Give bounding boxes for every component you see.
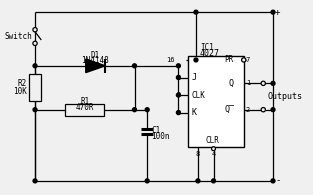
Circle shape — [177, 93, 180, 97]
Bar — [65, 104, 104, 116]
Text: 6: 6 — [176, 74, 180, 81]
Circle shape — [133, 108, 136, 112]
Text: +: + — [275, 8, 280, 17]
Circle shape — [145, 108, 149, 112]
Text: C1: C1 — [151, 126, 160, 135]
Text: 470R: 470R — [75, 103, 94, 112]
Text: Q: Q — [228, 79, 233, 88]
Text: K: K — [191, 108, 196, 117]
Circle shape — [145, 179, 149, 183]
Text: 7: 7 — [246, 57, 250, 63]
Text: 4: 4 — [212, 151, 216, 157]
Circle shape — [33, 179, 37, 183]
Text: J: J — [191, 73, 196, 82]
Text: 4027: 4027 — [200, 49, 220, 58]
Circle shape — [194, 58, 198, 62]
Text: 10K: 10K — [13, 87, 27, 96]
Text: -: - — [275, 176, 280, 185]
Text: IC1: IC1 — [200, 43, 214, 52]
Text: Switch: Switch — [4, 32, 32, 41]
Text: R2: R2 — [18, 79, 27, 88]
Circle shape — [177, 111, 180, 115]
Text: 1N4148: 1N4148 — [82, 56, 109, 66]
Circle shape — [261, 108, 265, 112]
Text: 5: 5 — [176, 110, 180, 116]
Text: CLK: CLK — [191, 90, 205, 100]
Circle shape — [33, 108, 37, 112]
Text: Outputs: Outputs — [267, 92, 302, 101]
Text: R1: R1 — [80, 97, 90, 106]
Circle shape — [196, 179, 200, 183]
Text: PR: PR — [224, 55, 233, 65]
Circle shape — [33, 64, 37, 68]
Circle shape — [271, 108, 275, 112]
Text: CLR: CLR — [206, 136, 220, 145]
Circle shape — [212, 179, 215, 183]
Circle shape — [33, 41, 37, 45]
Bar — [188, 56, 244, 147]
Circle shape — [177, 64, 180, 68]
Circle shape — [242, 58, 246, 62]
Text: 2: 2 — [246, 107, 250, 113]
Circle shape — [271, 81, 275, 85]
Circle shape — [33, 27, 37, 32]
Text: 16: 16 — [166, 57, 175, 63]
Text: 3: 3 — [176, 92, 180, 98]
Circle shape — [271, 179, 275, 183]
Circle shape — [271, 10, 275, 14]
Circle shape — [194, 10, 198, 14]
Text: 8: 8 — [196, 151, 200, 157]
Circle shape — [133, 64, 136, 68]
Circle shape — [261, 81, 265, 85]
Bar — [29, 74, 41, 101]
Circle shape — [177, 75, 180, 79]
Text: 1: 1 — [246, 80, 250, 86]
Text: 100n: 100n — [151, 131, 170, 141]
Circle shape — [212, 147, 215, 151]
Text: D1: D1 — [91, 51, 100, 60]
Polygon shape — [86, 59, 105, 73]
Text: Q̅: Q̅ — [224, 105, 234, 114]
